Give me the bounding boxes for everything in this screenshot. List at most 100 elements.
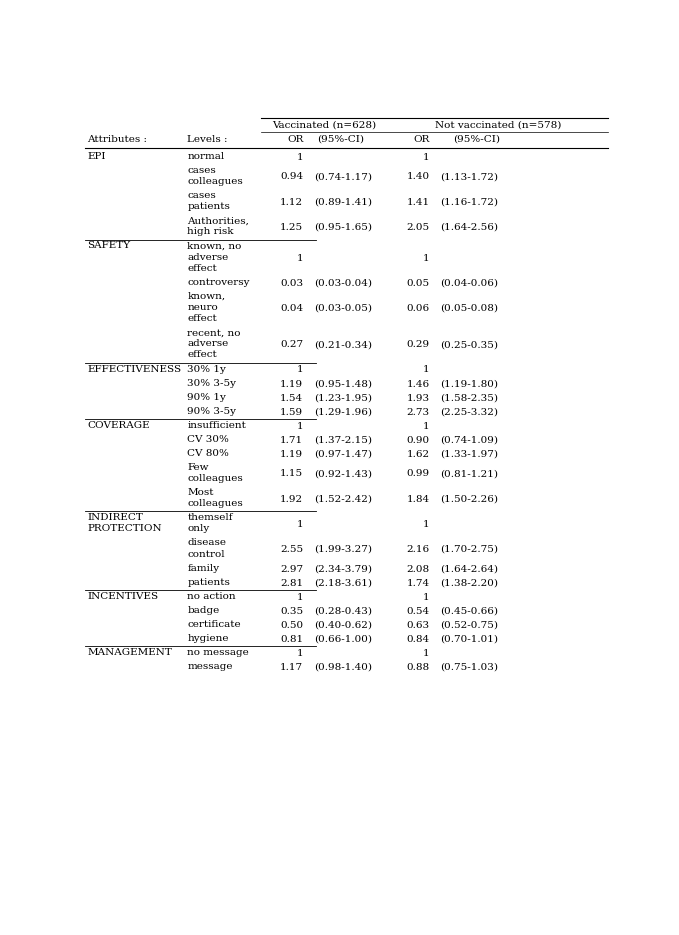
Text: known,
neuro
effect: known, neuro effect — [187, 292, 225, 323]
Text: 30% 3-5y: 30% 3-5y — [187, 379, 236, 388]
Text: (0.05-0.08): (0.05-0.08) — [440, 304, 498, 313]
Text: (0.98-1.40): (0.98-1.40) — [314, 663, 372, 672]
Text: INDIRECT
PROTECTION: INDIRECT PROTECTION — [88, 513, 162, 533]
Text: themself
only: themself only — [187, 513, 233, 533]
Text: EPI: EPI — [88, 151, 106, 161]
Text: (0.74-1.17): (0.74-1.17) — [314, 172, 372, 181]
Text: badge: badge — [187, 606, 220, 614]
Text: (1.37-2.15): (1.37-2.15) — [314, 436, 372, 445]
Text: 90% 1y: 90% 1y — [187, 393, 226, 402]
Text: 1.15: 1.15 — [280, 469, 304, 479]
Text: MANAGEMENT: MANAGEMENT — [88, 648, 172, 657]
Text: 0.27: 0.27 — [280, 340, 304, 350]
Text: Attributes :: Attributes : — [88, 135, 147, 143]
Text: insufficient: insufficient — [187, 421, 246, 430]
Text: SAFETY: SAFETY — [88, 241, 130, 251]
Text: (0.28-0.43): (0.28-0.43) — [314, 607, 372, 615]
Text: 0.06: 0.06 — [407, 304, 430, 313]
Text: (2.25-3.32): (2.25-3.32) — [440, 408, 498, 417]
Text: 0.63: 0.63 — [407, 621, 430, 629]
Text: 1: 1 — [297, 649, 304, 658]
Text: (1.38-2.20): (1.38-2.20) — [440, 579, 498, 587]
Text: (0.75-1.03): (0.75-1.03) — [440, 663, 498, 672]
Text: no action: no action — [187, 592, 236, 600]
Text: 1.17: 1.17 — [280, 663, 304, 672]
Text: 1: 1 — [423, 593, 430, 601]
Text: Few
colleagues: Few colleagues — [187, 463, 243, 482]
Text: 1.84: 1.84 — [407, 495, 430, 504]
Text: 0.84: 0.84 — [407, 635, 430, 643]
Text: (0.52-0.75): (0.52-0.75) — [440, 621, 498, 629]
Text: EFFECTIVENESS: EFFECTIVENESS — [88, 365, 181, 374]
Text: (0.04-0.06): (0.04-0.06) — [440, 279, 498, 288]
Text: (0.25-0.35): (0.25-0.35) — [440, 340, 498, 350]
Text: 0.94: 0.94 — [280, 172, 304, 181]
Text: 0.81: 0.81 — [280, 635, 304, 643]
Text: (1.64-2.64): (1.64-2.64) — [440, 565, 498, 573]
Text: known, no
adverse
effect: known, no adverse effect — [187, 241, 242, 273]
Text: 2.16: 2.16 — [407, 545, 430, 554]
Text: cases
patients: cases patients — [187, 191, 230, 211]
Text: 2.08: 2.08 — [407, 565, 430, 573]
Text: certificate: certificate — [187, 620, 241, 628]
Text: 2.55: 2.55 — [280, 545, 304, 554]
Text: recent, no
adverse
effect: recent, no adverse effect — [187, 328, 241, 359]
Text: 1: 1 — [297, 366, 304, 375]
Text: (0.66-1.00): (0.66-1.00) — [314, 635, 372, 643]
Text: Authorities,
high risk: Authorities, high risk — [187, 216, 249, 237]
Text: (1.19-1.80): (1.19-1.80) — [440, 380, 498, 389]
Text: controversy: controversy — [187, 278, 250, 287]
Text: 0.88: 0.88 — [407, 663, 430, 672]
Text: (95%-CI): (95%-CI) — [317, 135, 364, 143]
Text: 0.29: 0.29 — [407, 340, 430, 350]
Text: 1.41: 1.41 — [407, 197, 430, 207]
Text: 1.19: 1.19 — [280, 450, 304, 459]
Text: disease
control: disease control — [187, 539, 227, 558]
Text: 2.05: 2.05 — [407, 223, 430, 232]
Text: (1.33-1.97): (1.33-1.97) — [440, 450, 498, 459]
Text: patients: patients — [187, 578, 230, 586]
Text: (0.03-0.04): (0.03-0.04) — [314, 279, 372, 288]
Text: 1: 1 — [423, 253, 430, 263]
Text: 1: 1 — [423, 649, 430, 658]
Text: (1.50-2.26): (1.50-2.26) — [440, 495, 498, 504]
Text: message: message — [187, 662, 233, 671]
Text: 1: 1 — [423, 152, 430, 162]
Text: 0.99: 0.99 — [407, 469, 430, 479]
Text: OR: OR — [287, 135, 304, 143]
Text: (1.52-2.42): (1.52-2.42) — [314, 495, 372, 504]
Text: 1.19: 1.19 — [280, 380, 304, 389]
Text: hygiene: hygiene — [187, 634, 229, 642]
Text: no message: no message — [187, 648, 249, 657]
Text: CV 80%: CV 80% — [187, 449, 230, 458]
Text: (1.64-2.56): (1.64-2.56) — [440, 223, 498, 232]
Text: (1.99-3.27): (1.99-3.27) — [314, 545, 372, 554]
Text: 0.54: 0.54 — [407, 607, 430, 615]
Text: (95%-CI): (95%-CI) — [454, 135, 500, 143]
Text: (0.45-0.66): (0.45-0.66) — [440, 607, 498, 615]
Text: 1: 1 — [423, 422, 430, 431]
Text: 1: 1 — [297, 253, 304, 263]
Text: Not vaccinated (n=578): Not vaccinated (n=578) — [435, 121, 561, 130]
Text: 1: 1 — [297, 152, 304, 162]
Text: 2.97: 2.97 — [280, 565, 304, 573]
Text: (0.95-1.65): (0.95-1.65) — [314, 223, 372, 232]
Text: (1.13-1.72): (1.13-1.72) — [440, 172, 498, 181]
Text: (0.74-1.09): (0.74-1.09) — [440, 436, 498, 445]
Text: 1.59: 1.59 — [280, 408, 304, 417]
Text: INCENTIVES: INCENTIVES — [88, 592, 159, 600]
Text: 1.40: 1.40 — [407, 172, 430, 181]
Text: (0.40-0.62): (0.40-0.62) — [314, 621, 372, 629]
Text: Most
colleagues: Most colleagues — [187, 488, 243, 508]
Text: 1: 1 — [423, 366, 430, 375]
Text: 1: 1 — [423, 520, 430, 528]
Text: 1.92: 1.92 — [280, 495, 304, 504]
Text: 1.74: 1.74 — [407, 579, 430, 587]
Text: (1.23-1.95): (1.23-1.95) — [314, 394, 372, 403]
Text: 1.93: 1.93 — [407, 394, 430, 403]
Text: (0.21-0.34): (0.21-0.34) — [314, 340, 372, 350]
Text: family: family — [187, 564, 219, 572]
Text: CV 30%: CV 30% — [187, 435, 230, 444]
Text: 1.12: 1.12 — [280, 197, 304, 207]
Text: 0.50: 0.50 — [280, 621, 304, 629]
